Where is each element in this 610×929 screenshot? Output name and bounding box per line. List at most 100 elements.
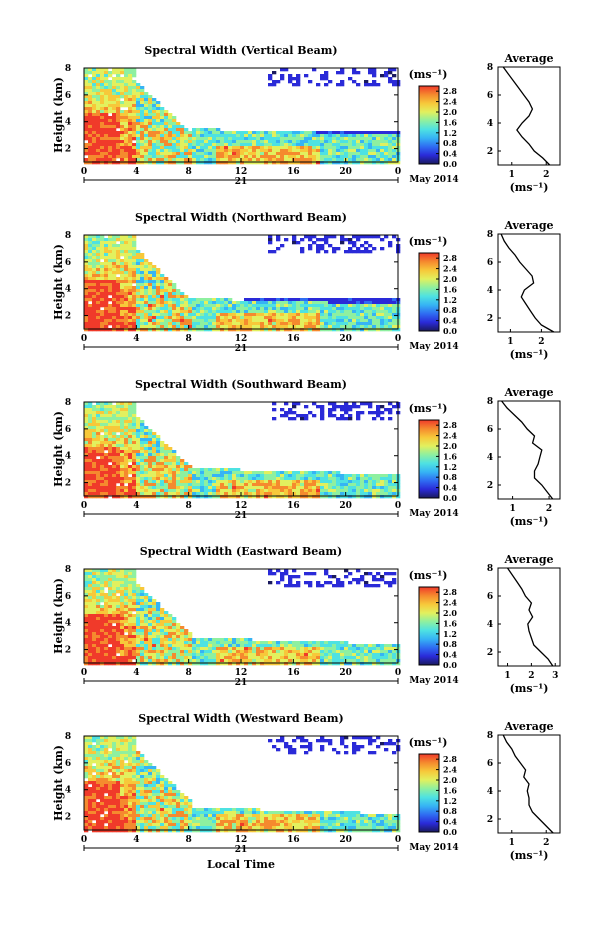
heatmap-cell — [128, 477, 133, 481]
heatmap-cell — [148, 158, 153, 162]
heatmap-cell — [160, 280, 165, 284]
heatmap-cell — [312, 155, 317, 159]
heatmap-cell — [84, 250, 89, 254]
heatmap-cell — [260, 143, 265, 147]
heatmap-cell — [128, 289, 133, 293]
heatmap-cell — [288, 161, 293, 165]
heatmap-cell — [104, 632, 109, 636]
heatmap-cell — [108, 262, 113, 266]
heatmap-cell — [280, 575, 285, 579]
heatmap-cell — [332, 495, 337, 499]
heatmap-cell — [228, 644, 233, 648]
heatmap-cell — [256, 140, 261, 144]
heatmap-cell — [352, 313, 357, 317]
heatmap-cell — [84, 629, 89, 633]
heatmap-cell — [136, 274, 141, 278]
heatmap-cell — [308, 307, 313, 311]
heatmap-cell — [148, 623, 153, 627]
heatmap-cell — [240, 149, 245, 153]
heatmap-cell — [220, 644, 225, 648]
heatmap-cell — [248, 480, 253, 484]
heatmap-cell — [204, 644, 209, 648]
heatmap-cell — [336, 325, 341, 329]
heatmap-cell — [348, 477, 353, 481]
heatmap-cell — [96, 77, 101, 81]
heatmap-cell — [172, 143, 177, 147]
heatmap-cell — [224, 486, 229, 490]
heatmap-cell — [360, 155, 365, 159]
heatmap-cell — [136, 647, 141, 651]
heatmap-cell — [296, 137, 301, 141]
heatmap-cell — [236, 468, 241, 472]
heatmap-cell — [172, 635, 177, 639]
heatmap-cell — [252, 158, 257, 162]
heatmap-cell — [92, 465, 97, 469]
heatmap-cell — [224, 298, 229, 302]
heatmap-cell — [144, 489, 149, 493]
heatmap-cell — [380, 319, 385, 323]
heatmap-cell — [148, 480, 153, 484]
heatmap-cell — [132, 152, 137, 156]
heatmap-cell — [136, 429, 141, 433]
heatmap-cell — [296, 480, 301, 484]
heatmap-cell — [316, 247, 321, 251]
heatmap-cell — [376, 146, 381, 150]
heatmap-cell — [128, 295, 133, 299]
heatmap-cell — [304, 313, 309, 317]
heatmap-cell — [168, 304, 173, 308]
heatmap-cell — [128, 113, 133, 117]
heatmap-cell — [156, 477, 161, 481]
heatmap-cell — [100, 238, 105, 242]
heatmap-cell — [176, 468, 181, 472]
heatmap-cell — [84, 307, 89, 311]
heatmap-cell — [128, 578, 133, 582]
heatmap-cell — [232, 650, 237, 654]
heatmap-cell — [232, 662, 237, 666]
heatmap-cell — [152, 140, 157, 144]
heatmap-cell — [148, 465, 153, 469]
heatmap-cell — [144, 620, 149, 624]
heatmap-cell — [140, 480, 145, 484]
heatmap-cell — [152, 125, 157, 129]
heatmap-cell — [228, 653, 233, 657]
heatmap-cell — [244, 155, 249, 159]
heatmap-cell — [188, 641, 193, 645]
heatmap-cell — [384, 489, 389, 493]
heatmap-cell — [88, 134, 93, 138]
heatmap-cell — [92, 417, 97, 421]
heatmap-cell — [220, 653, 225, 657]
heatmap-cell — [124, 581, 129, 585]
x-tick-label: 12 — [235, 167, 248, 177]
heatmap-cell — [248, 492, 253, 496]
heatmap-cell — [88, 286, 93, 290]
heatmap-cell — [84, 128, 89, 132]
heatmap-cell — [128, 572, 133, 576]
heatmap-cell — [196, 140, 201, 144]
heatmap-cell — [268, 477, 273, 481]
heatmap-cell — [136, 253, 141, 257]
heatmap-cell — [136, 134, 141, 138]
heatmap-cell — [376, 83, 381, 87]
heatmap-cell — [180, 316, 185, 320]
heatmap-cell — [168, 328, 173, 332]
heatmap-cell — [120, 77, 125, 81]
heatmap-cell — [84, 617, 89, 621]
heatmap-cell — [104, 584, 109, 588]
panel-2: Spectral Width (Northward Beam)2468Heigh… — [52, 211, 561, 361]
heatmap-cell — [116, 286, 121, 290]
heatmap-cell — [152, 119, 157, 123]
heatmap-cell — [108, 590, 113, 594]
heatmap-cell — [212, 471, 217, 475]
profile-y-tick-label: 2 — [487, 481, 493, 491]
heatmap-cell — [240, 480, 245, 484]
heatmap-cell — [260, 653, 265, 657]
heatmap-cell — [288, 408, 293, 412]
heatmap-cell — [116, 572, 121, 576]
heatmap-cell — [372, 235, 377, 239]
heatmap-cell — [220, 322, 225, 326]
heatmap-cell — [372, 483, 377, 487]
heatmap-cell — [108, 444, 113, 448]
heatmap-cell — [144, 328, 149, 332]
heatmap-cell — [120, 590, 125, 594]
heatmap-cell — [312, 486, 317, 490]
